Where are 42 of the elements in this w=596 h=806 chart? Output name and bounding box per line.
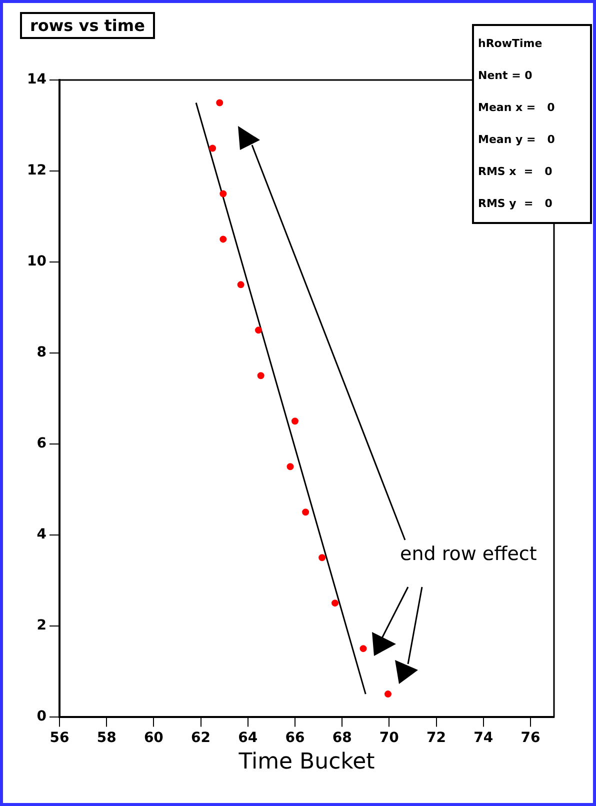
x-tick-label: 70 <box>379 730 400 746</box>
point <box>216 99 224 106</box>
point <box>360 645 367 652</box>
annotation: RMS y = 0 <box>478 196 554 212</box>
point <box>209 144 216 152</box>
y-tick-label: 2 <box>36 617 46 634</box>
x-tick-label: 76 <box>520 730 540 746</box>
annotation: end row effect <box>400 543 537 565</box>
text: hRowTime <box>478 37 542 50</box>
annotation: Nent = 0 <box>478 68 534 84</box>
annotation: Mean y = 0 <box>478 132 556 148</box>
y-tick-label: 4 <box>36 526 47 542</box>
point <box>254 326 262 334</box>
annotation: RMS x = 0 <box>478 164 554 180</box>
point <box>220 190 227 198</box>
point <box>286 463 294 470</box>
y-tick-label: 8 <box>36 344 46 361</box>
point <box>257 372 264 380</box>
x-tick-label: 66 <box>285 730 305 746</box>
x-axis-title: Time Bucket <box>238 750 376 775</box>
x-tick-label: 58 <box>96 730 116 746</box>
chart-title: rows vs time <box>20 12 155 39</box>
x-tick-label: 64 <box>238 730 258 746</box>
y-tick-label: 6 <box>36 436 46 452</box>
annotation: Mean x = 0 <box>478 100 556 116</box>
x-tick-label: 56 <box>50 730 70 746</box>
point <box>220 236 227 243</box>
point <box>291 418 298 425</box>
point <box>384 690 392 698</box>
point <box>237 281 244 288</box>
x-tick-label: 72 <box>426 730 446 746</box>
point <box>302 508 310 516</box>
y-tick-label: 0 <box>36 708 47 724</box>
point <box>332 600 338 607</box>
x-tick-label: 62 <box>191 730 211 746</box>
y-tick-label: 14 <box>27 72 47 88</box>
y-tick-label: 12 <box>27 162 46 179</box>
x-tick-label: 68 <box>332 730 352 746</box>
point <box>318 554 326 562</box>
x-tick-label: 60 <box>144 730 164 746</box>
y-tick-label: 10 <box>27 254 47 270</box>
x-tick-label: 74 <box>474 730 494 746</box>
